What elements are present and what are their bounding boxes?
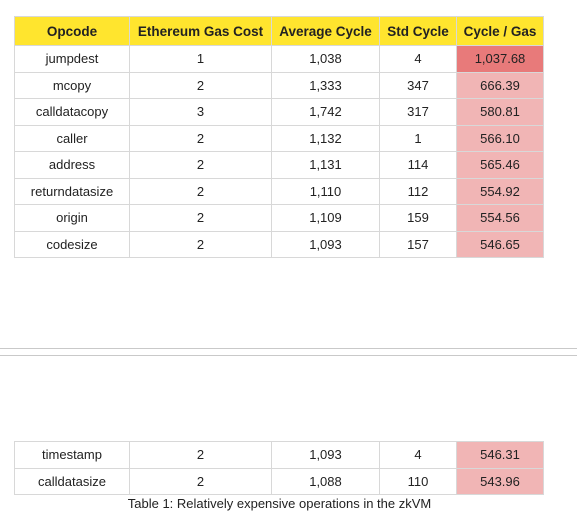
std-cycle-cell: 159: [379, 204, 457, 232]
opcode-cell: address: [14, 151, 130, 179]
table-row: mcopy 2 1,333 347 666.39: [14, 71, 544, 99]
opcode-cell: codesize: [14, 230, 130, 258]
gas-cost-cell: 2: [129, 124, 272, 152]
std-cycle-cell: 114: [379, 151, 457, 179]
gas-cost-cell: 2: [129, 467, 272, 495]
table-header-row: Opcode Ethereum Gas Cost Average Cycle S…: [14, 16, 544, 46]
cycle-per-gas-cell: 546.31: [456, 441, 544, 469]
std-cycle-cell: 347: [379, 71, 457, 99]
table-row: address 2 1,131 114 565.46: [14, 151, 544, 179]
cycle-per-gas-cell: 1,037.68: [456, 45, 544, 73]
cycle-per-gas-cell: 554.56: [456, 204, 544, 232]
operations-table-continued: timestamp 2 1,093 4 546.31 calldatasize …: [14, 441, 544, 495]
gas-cost-cell: 2: [129, 441, 272, 469]
opcode-cell: calldatacopy: [14, 98, 130, 126]
opcode-cell: origin: [14, 204, 130, 232]
cycle-per-gas-cell: 554.92: [456, 177, 544, 205]
std-cycle-cell: 317: [379, 98, 457, 126]
gas-cost-cell: 2: [129, 177, 272, 205]
cycle-per-gas-cell: 566.10: [456, 124, 544, 152]
std-cycle-cell: 4: [379, 45, 457, 73]
average-cycle-cell: 1,109: [271, 204, 380, 232]
header-average-cycle: Average Cycle: [271, 16, 380, 46]
average-cycle-cell: 1,333: [271, 71, 380, 99]
cycle-per-gas-cell: 546.65: [456, 230, 544, 258]
std-cycle-cell: 157: [379, 230, 457, 258]
table-row: jumpdest 1 1,038 4 1,037.68: [14, 45, 544, 73]
std-cycle-cell: 1: [379, 124, 457, 152]
average-cycle-cell: 1,093: [271, 230, 380, 258]
cycle-per-gas-cell: 543.96: [456, 467, 544, 495]
opcode-cell: timestamp: [14, 441, 130, 469]
std-cycle-cell: 112: [379, 177, 457, 205]
table-row: calldatacopy 3 1,742 317 580.81: [14, 98, 544, 126]
header-opcode: Opcode: [14, 16, 130, 46]
gas-cost-cell: 2: [129, 71, 272, 99]
page-break-divider: [0, 348, 577, 356]
average-cycle-cell: 1,742: [271, 98, 380, 126]
table-row: timestamp 2 1,093 4 546.31: [14, 441, 544, 469]
average-cycle-cell: 1,038: [271, 45, 380, 73]
table-row: returndatasize 2 1,110 112 554.92: [14, 177, 544, 205]
table-row: calldatasize 2 1,088 110 543.96: [14, 467, 544, 495]
operations-table: Opcode Ethereum Gas Cost Average Cycle S…: [14, 16, 544, 258]
gas-cost-cell: 1: [129, 45, 272, 73]
cycle-per-gas-cell: 565.46: [456, 151, 544, 179]
opcode-cell: caller: [14, 124, 130, 152]
table-row: origin 2 1,109 159 554.56: [14, 204, 544, 232]
header-std-cycle: Std Cycle: [379, 16, 457, 46]
cycle-per-gas-cell: 666.39: [456, 71, 544, 99]
gas-cost-cell: 2: [129, 230, 272, 258]
opcode-cell: calldatasize: [14, 467, 130, 495]
opcode-cell: jumpdest: [14, 45, 130, 73]
table-row: codesize 2 1,093 157 546.65: [14, 230, 544, 258]
cycle-per-gas-cell: 580.81: [456, 98, 544, 126]
header-cycle-per-gas: Cycle / Gas: [456, 16, 544, 46]
table-caption: Table 1: Relatively expensive operations…: [127, 496, 432, 511]
table-row: caller 2 1,132 1 566.10: [14, 124, 544, 152]
average-cycle-cell: 1,110: [271, 177, 380, 205]
std-cycle-cell: 110: [379, 467, 457, 495]
opcode-cell: mcopy: [14, 71, 130, 99]
opcode-cell: returndatasize: [14, 177, 130, 205]
header-gas-cost: Ethereum Gas Cost: [129, 16, 272, 46]
gas-cost-cell: 2: [129, 204, 272, 232]
average-cycle-cell: 1,093: [271, 441, 380, 469]
average-cycle-cell: 1,131: [271, 151, 380, 179]
average-cycle-cell: 1,132: [271, 124, 380, 152]
gas-cost-cell: 2: [129, 151, 272, 179]
average-cycle-cell: 1,088: [271, 467, 380, 495]
std-cycle-cell: 4: [379, 441, 457, 469]
gas-cost-cell: 3: [129, 98, 272, 126]
